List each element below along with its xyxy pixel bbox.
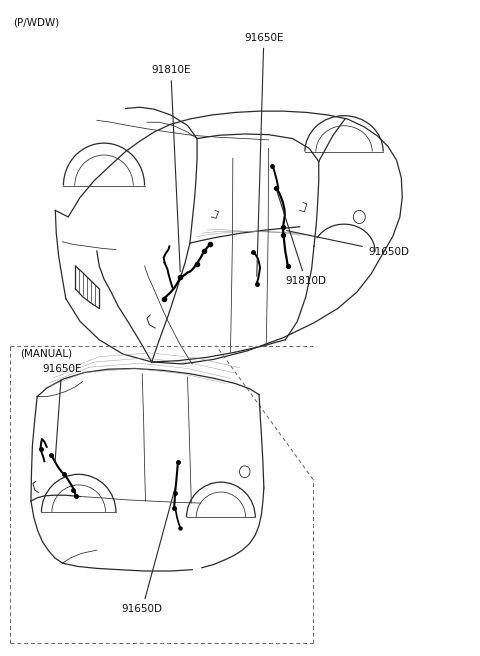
Text: 91650D: 91650D <box>287 231 409 257</box>
Text: 91650E: 91650E <box>244 33 284 276</box>
Text: (P/WDW): (P/WDW) <box>13 18 60 28</box>
Text: 91650E: 91650E <box>42 365 82 462</box>
Text: (MANUAL): (MANUAL) <box>21 349 72 359</box>
Text: 91810E: 91810E <box>151 65 191 272</box>
Text: 91810D: 91810D <box>276 190 326 286</box>
Text: 91650D: 91650D <box>121 489 175 614</box>
